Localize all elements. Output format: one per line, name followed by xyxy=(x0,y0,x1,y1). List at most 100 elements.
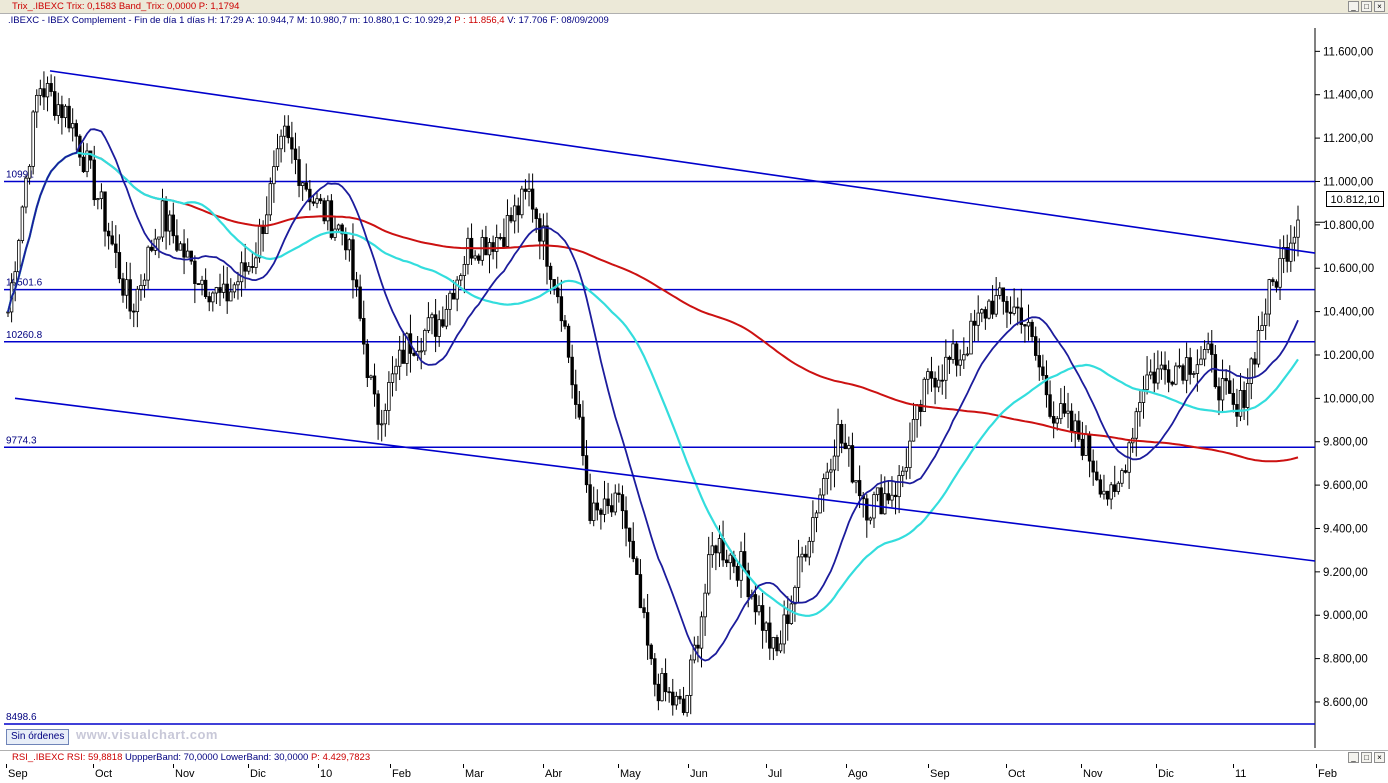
candle-body xyxy=(74,123,78,137)
level-label: 10260.8 xyxy=(6,330,43,341)
candle-body xyxy=(311,201,316,204)
candle-body xyxy=(980,309,984,314)
candle-body xyxy=(56,104,61,116)
candle-body xyxy=(1095,471,1099,481)
candle-body xyxy=(1073,420,1077,432)
candle-body xyxy=(1228,380,1232,394)
candle-body xyxy=(1113,484,1117,492)
candle-body xyxy=(1041,366,1045,376)
candle-body xyxy=(592,502,596,521)
time-axis-tick xyxy=(846,764,847,768)
candle-body xyxy=(49,83,53,92)
candle-body xyxy=(444,308,449,327)
candle-body xyxy=(1231,393,1236,405)
rsi-maximize-button[interactable]: □ xyxy=(1361,752,1372,763)
price-chart[interactable]: 11.600,00 11.400,00 11.200,00 11.000,00 10.8… xyxy=(0,28,1388,748)
time-axis-tick xyxy=(173,764,174,768)
maximize-button[interactable]: □ xyxy=(1361,1,1372,12)
candle-body xyxy=(987,300,991,319)
price-tick-label: 10.600,00 xyxy=(1323,263,1374,275)
candle-body xyxy=(146,246,150,281)
sin-ordenes-button[interactable]: Sin órdenes xyxy=(6,729,70,745)
candle-body xyxy=(566,325,571,358)
candle-body xyxy=(139,285,143,290)
candle-body xyxy=(243,262,247,272)
candle-body xyxy=(516,205,520,216)
candle-body xyxy=(710,545,714,556)
candle-body xyxy=(1123,470,1128,473)
candle-body xyxy=(1278,258,1282,288)
time-axis-tick xyxy=(1233,764,1234,768)
candle-body xyxy=(67,105,71,129)
minimize-button[interactable]: _ xyxy=(1348,1,1359,12)
candle-body xyxy=(1170,381,1174,385)
candle-body xyxy=(875,487,880,496)
candle-body xyxy=(362,318,366,345)
candle-body xyxy=(886,493,891,501)
price-tick-label: 10.800,00 xyxy=(1323,220,1374,232)
candle-body xyxy=(369,375,373,378)
rsi-indicator-text: RSI_.IBEXC RSI: 59,8818 UppperBand: 70,0… xyxy=(12,752,370,763)
candle-body xyxy=(315,198,319,204)
candle-body xyxy=(577,404,582,418)
candle-body xyxy=(998,287,1002,296)
candle-body xyxy=(814,512,819,518)
candle-body xyxy=(671,691,675,706)
candle-body xyxy=(1109,484,1113,500)
candle-body xyxy=(1148,371,1153,376)
candle-body xyxy=(1026,321,1031,327)
candle-body xyxy=(944,356,948,381)
candle-body xyxy=(656,683,661,702)
candle-body xyxy=(609,505,614,513)
price-chart-info-end: V: 17.706 F: 08/09/2009 xyxy=(504,15,609,26)
candle-body xyxy=(282,125,287,137)
candle-body xyxy=(189,250,193,262)
candle-body xyxy=(865,498,869,521)
price-chart-header: .IBEXC - IBEX Complement - Fin de día 1 … xyxy=(0,14,1388,28)
candle-body xyxy=(85,150,89,173)
candle-body xyxy=(387,382,391,411)
candle-body xyxy=(685,695,689,713)
trend-line xyxy=(14,397,1316,562)
candle-body xyxy=(1188,357,1192,375)
candle-body xyxy=(1069,410,1074,432)
candle-body xyxy=(1098,479,1103,495)
rsi-minimize-button[interactable]: _ xyxy=(1348,752,1359,763)
candle-body xyxy=(322,200,326,222)
candle-body xyxy=(850,445,855,483)
time-axis-label: Jul xyxy=(768,768,783,780)
time-axis-tick xyxy=(1081,764,1082,768)
trend-line xyxy=(49,70,1316,254)
candle-body xyxy=(509,215,513,222)
price-tick-label: 11.600,00 xyxy=(1323,46,1373,58)
candle-body xyxy=(901,470,905,476)
candle-body xyxy=(1296,219,1300,238)
price-tick-label: 10.000,00 xyxy=(1323,393,1374,405)
candle-body xyxy=(1166,369,1171,383)
candle-body xyxy=(599,509,603,515)
candle-body xyxy=(455,279,459,300)
candle-body xyxy=(620,494,625,512)
rsi-close-button[interactable]: × xyxy=(1374,752,1385,763)
candle-body xyxy=(825,471,829,479)
candle-body xyxy=(936,379,941,388)
time-axis-tick xyxy=(1156,764,1157,768)
candle-body xyxy=(261,225,265,235)
candle-body xyxy=(1256,330,1261,365)
candle-body xyxy=(990,300,995,315)
time-axis-label: Abr xyxy=(545,768,563,780)
candle-body xyxy=(157,236,161,240)
rsi-p: P: 4.429,7823 xyxy=(310,752,371,763)
candle-body xyxy=(178,243,183,251)
candle-body xyxy=(836,424,840,457)
candle-body xyxy=(117,252,122,280)
candle-body xyxy=(768,622,772,649)
candle-body xyxy=(1184,357,1189,381)
candle-body xyxy=(1224,378,1228,382)
candle-body xyxy=(394,365,398,375)
time-axis-label: Feb xyxy=(1318,768,1337,780)
close-button[interactable]: × xyxy=(1374,1,1385,12)
candle-body xyxy=(1245,383,1250,408)
candle-body xyxy=(92,159,96,201)
candle-body xyxy=(1102,490,1106,495)
